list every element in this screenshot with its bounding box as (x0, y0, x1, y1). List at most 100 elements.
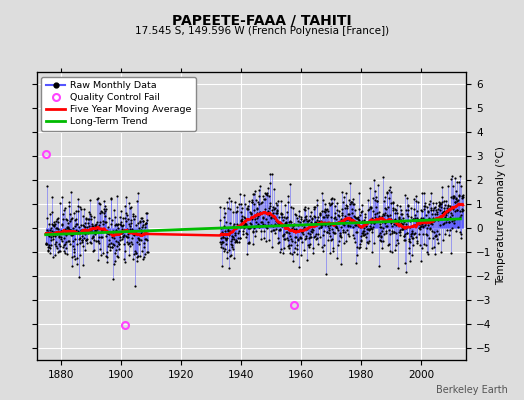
Point (64, 238, 72, 244)
Point (75, 204, 84, 210)
Point (307, 228, 315, 234)
Point (284, 193, 292, 199)
Point (337, 212, 346, 218)
Point (401, 230, 409, 237)
Point (440, 198, 448, 204)
Point (90, 229, 98, 236)
Point (130, 228, 138, 235)
Point (412, 218, 420, 224)
Point (128, 226, 137, 233)
Point (49, 232, 58, 239)
Point (272, 210, 281, 216)
Point (277, 223, 286, 229)
Point (124, 216, 133, 222)
Point (53, 226, 62, 232)
Point (75, 236, 83, 242)
Point (311, 233, 319, 239)
Point (319, 197, 327, 203)
Point (111, 258, 119, 264)
Point (307, 234, 315, 240)
Point (445, 202, 454, 209)
Point (384, 212, 392, 219)
Point (59, 244, 67, 250)
Point (238, 205, 246, 212)
Point (358, 232, 367, 238)
Point (330, 196, 339, 202)
Point (321, 212, 330, 218)
Point (296, 235, 304, 242)
Point (219, 244, 227, 251)
Point (84, 208, 93, 215)
Point (377, 234, 385, 241)
Point (241, 214, 249, 221)
Point (135, 225, 143, 232)
Point (376, 224, 384, 230)
Point (308, 216, 316, 222)
Point (123, 212, 132, 218)
Point (49, 254, 57, 260)
Point (75, 223, 83, 230)
Point (337, 234, 345, 240)
Point (325, 200, 333, 207)
Point (354, 214, 363, 220)
Point (93, 195, 102, 202)
Point (117, 230, 125, 237)
Point (366, 205, 375, 211)
Point (42, 239, 50, 246)
Point (106, 240, 115, 246)
Point (75, 274, 84, 281)
Point (137, 236, 146, 243)
Point (427, 220, 435, 226)
Point (271, 226, 280, 232)
Point (438, 184, 446, 191)
Point (99, 220, 107, 227)
Point (294, 264, 303, 270)
Point (362, 234, 370, 240)
Point (319, 248, 328, 254)
Point (115, 240, 124, 247)
Point (237, 209, 245, 216)
Point (72, 216, 81, 222)
Point (387, 200, 395, 206)
Point (333, 225, 341, 231)
Point (357, 238, 366, 245)
Point (371, 210, 379, 217)
Point (254, 199, 263, 206)
Point (429, 215, 437, 221)
Point (409, 242, 417, 248)
Point (341, 213, 350, 220)
Point (291, 211, 299, 217)
Point (85, 229, 94, 236)
Point (49, 218, 58, 225)
Point (456, 183, 465, 190)
Point (390, 221, 399, 228)
Point (388, 230, 397, 236)
Point (136, 230, 145, 236)
Point (303, 257, 311, 264)
Point (64, 224, 72, 230)
Point (250, 216, 259, 222)
Point (296, 218, 304, 225)
Point (323, 214, 331, 220)
Point (89, 223, 97, 230)
Point (140, 254, 148, 260)
Point (353, 215, 361, 221)
Point (238, 223, 247, 229)
Point (229, 209, 237, 216)
Point (300, 206, 309, 212)
Point (319, 214, 327, 220)
Point (217, 239, 226, 245)
Text: Berkeley Earth: Berkeley Earth (436, 385, 508, 395)
Point (216, 244, 225, 251)
Point (52, 238, 60, 245)
Point (53, 244, 62, 251)
Point (424, 209, 432, 216)
Point (139, 218, 147, 224)
Point (429, 199, 438, 206)
Point (314, 214, 322, 220)
Point (248, 229, 257, 235)
Point (93, 238, 102, 244)
Point (218, 229, 226, 236)
Point (392, 210, 401, 216)
Point (329, 245, 337, 252)
